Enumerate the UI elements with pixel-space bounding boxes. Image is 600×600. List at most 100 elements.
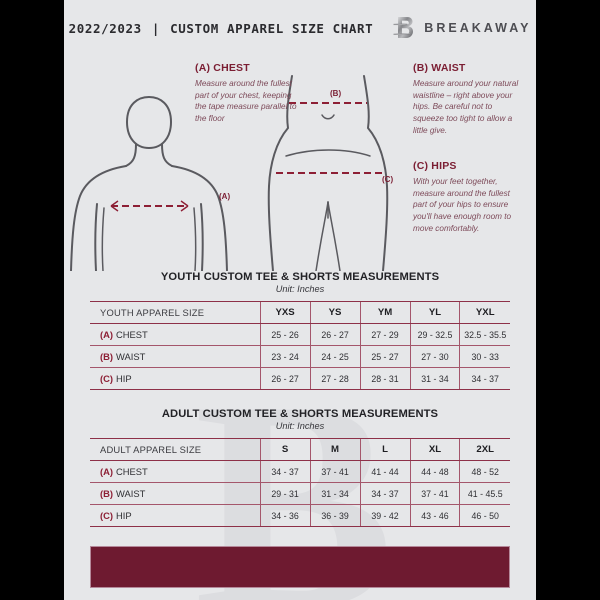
table-row: (B) WAIST 29 - 31 31 - 34 34 - 37 37 - 41…: [90, 482, 510, 505]
youth-chest-yxs: 25 - 26: [259, 323, 311, 346]
table-spacer: [64, 390, 536, 408]
youth-chest-ys: 26 - 27: [309, 323, 361, 346]
row-tag: (B): [100, 488, 114, 499]
breakaway-b-logo-icon: [393, 17, 414, 38]
hips-front-figure-icon: [267, 75, 389, 271]
youth-col-1: YS: [309, 301, 361, 324]
adult-col-2: L: [359, 438, 410, 461]
table-row: (C) HIP 34 - 36 36 - 39 39 - 42 43 - 46 4…: [90, 504, 510, 527]
adult-hip-l: 39 - 42: [359, 504, 410, 527]
youth-size-table: YOUTH APPAREL SIZE YXS YS YM YL YXL (A) C…: [90, 301, 510, 390]
row-tag: (A): [100, 466, 114, 477]
adult-chest-l: 41 - 44: [359, 460, 410, 483]
youth-row-waist-label: (B) WAIST: [90, 345, 261, 368]
youth-waist-ym: 25 - 27: [359, 345, 410, 368]
adult-waist-xl: 37 - 41: [409, 482, 460, 505]
youth-chest-yxl: 32.5 - 35.5: [459, 323, 510, 346]
note-hips-body: With your feet together, measure around …: [413, 177, 512, 233]
youth-chest-yl: 29 - 32.5: [409, 323, 460, 346]
note-waist-body: Measure around your natural waistline – …: [413, 79, 519, 135]
table-row: (B) WAIST 23 - 24 24 - 25 25 - 27 27 - 30…: [90, 345, 510, 368]
adult-row-waist-label: (B) WAIST: [90, 482, 261, 505]
adult-row-chest-label: (A) CHEST: [90, 460, 261, 483]
adult-measurements-block: ADULT CUSTOM TEE & SHORTS MEASUREMENTS U…: [90, 408, 510, 527]
adult-waist-m: 31 - 34: [309, 482, 361, 505]
page-header: 2022/2023 | CUSTOM APPAREL SIZE CHART: [64, 0, 536, 56]
header-title-group: 2022/2023 | CUSTOM APPAREL SIZE CHART: [69, 21, 374, 36]
youth-hip-ys: 27 - 28: [309, 367, 361, 390]
adult-waist-l: 34 - 37: [359, 482, 410, 505]
note-hips: (C) HIPS With your feet together, measur…: [413, 160, 525, 234]
row-label: CHEST: [116, 329, 148, 340]
adult-col-1: M: [309, 438, 361, 461]
youth-hip-yxl: 34 - 37: [459, 367, 510, 390]
youth-hip-yxs: 26 - 27: [259, 367, 311, 390]
adult-waist-s: 29 - 31: [259, 482, 311, 505]
adult-size-table: ADULT APPAREL SIZE S M L XL 2XL (A) CHEST…: [90, 438, 510, 527]
adult-chest-s: 34 - 37: [259, 460, 311, 483]
youth-measurements-block: YOUTH CUSTOM TEE & SHORTS MEASUREMENTS U…: [90, 271, 510, 390]
row-label: HIP: [116, 510, 132, 521]
youth-row-header-label: YOUTH APPAREL SIZE: [90, 301, 261, 324]
adult-chest-xl: 44 - 48: [409, 460, 460, 483]
adult-hip-2xl: 46 - 50: [459, 504, 510, 527]
adult-col-4: 2XL: [459, 438, 510, 461]
adult-col-3: XL: [409, 438, 460, 461]
adult-col-0: S: [259, 438, 311, 461]
figure-illustrations: [70, 75, 389, 271]
youth-row-hip-label: (C) HIP: [90, 367, 261, 390]
adult-row-header-label: ADULT APPAREL SIZE: [90, 438, 261, 461]
size-chart-page: B 2022/2023 | CUSTOM APPAREL SIZE CHART: [64, 0, 536, 600]
row-label: CHEST: [116, 466, 148, 477]
youth-col-0: YXS: [259, 301, 311, 324]
brand-lockup: BREAKAWAY: [391, 15, 531, 41]
measurement-diagram: (A) (B) (C) (A) CHEST Measure around the…: [64, 56, 536, 271]
table-header-row: ADULT APPAREL SIZE S M L XL 2XL: [90, 438, 510, 461]
youth-hip-yl: 31 - 34: [409, 367, 460, 390]
waist-measure-label: (B): [330, 89, 342, 98]
youth-table-unit: Unit: Inches: [275, 284, 325, 294]
adult-hip-xl: 43 - 46: [409, 504, 460, 527]
page-title: CUSTOM APPAREL SIZE CHART: [170, 20, 374, 36]
adult-waist-2xl: 41 - 45.5: [459, 482, 510, 505]
adult-chest-m: 37 - 41: [309, 460, 361, 483]
adult-table-title: ADULT CUSTOM TEE & SHORTS MEASUREMENTS: [161, 408, 439, 420]
row-tag: (C): [100, 510, 114, 521]
adult-table-unit: Unit: Inches: [275, 421, 325, 431]
adult-row-hip-label: (C) HIP: [90, 504, 261, 527]
note-waist: (B) WAIST Measure around your natural wa…: [413, 62, 525, 136]
chest-measure-label: (A): [219, 192, 231, 201]
table-header-row: YOUTH APPAREL SIZE YXS YS YM YL YXL: [90, 301, 510, 324]
note-chest: (A) CHEST Measure around the fullest par…: [195, 62, 303, 125]
youth-col-3: YL: [409, 301, 460, 324]
row-label: HIP: [116, 373, 132, 384]
adult-hip-s: 34 - 36: [259, 504, 311, 527]
youth-col-4: YXL: [459, 301, 510, 324]
brand-name: BREAKAWAY: [424, 21, 532, 35]
table-row: (C) HIP 26 - 27 27 - 28 28 - 31 31 - 34 3…: [90, 367, 510, 390]
youth-col-2: YM: [359, 301, 410, 324]
torso-front-figure-icon: [70, 95, 228, 271]
youth-waist-yxs: 23 - 24: [259, 345, 311, 368]
youth-table-title: YOUTH CUSTOM TEE & SHORTS MEASUREMENTS: [160, 271, 440, 283]
adult-hip-m: 36 - 39: [309, 504, 361, 527]
adult-chest-2xl: 48 - 52: [459, 460, 510, 483]
header-season: 2022/2023: [68, 20, 142, 36]
row-tag: (A): [100, 329, 114, 340]
note-waist-title: (B) WAIST: [413, 62, 466, 74]
table-row: (A) CHEST 34 - 37 37 - 41 41 - 44 44 - 48…: [90, 460, 510, 483]
row-label: WAIST: [116, 351, 146, 362]
row-tag: (C): [100, 373, 114, 384]
hips-measure-label: (C): [382, 175, 394, 184]
note-chest-body: Measure around the fullest part of your …: [195, 79, 297, 123]
row-label: WAIST: [116, 488, 146, 499]
youth-waist-ys: 24 - 25: [309, 345, 361, 368]
header-separator: |: [151, 20, 160, 36]
table-row: (A) CHEST 25 - 26 26 - 27 27 - 29 29 - 32…: [90, 323, 510, 346]
youth-row-chest-label: (A) CHEST: [90, 323, 261, 346]
youth-chest-ym: 27 - 29: [359, 323, 410, 346]
youth-hip-ym: 28 - 31: [359, 367, 410, 390]
footer-bar: [90, 546, 510, 588]
note-chest-title: (A) CHEST: [195, 62, 250, 74]
youth-waist-yl: 27 - 30: [409, 345, 460, 368]
